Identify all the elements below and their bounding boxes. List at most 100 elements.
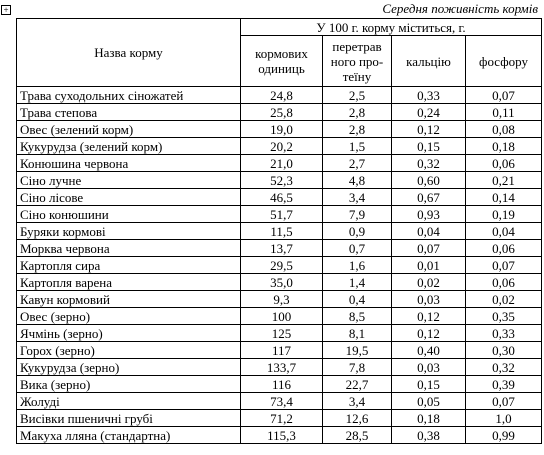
value-cell: 0,32: [391, 154, 466, 172]
column-header-line: одиниць: [258, 61, 305, 76]
feed-name: Буряки кормові: [16, 222, 241, 240]
column-header-line: перетрав: [332, 38, 382, 54]
feed-name: Ячмінь (зерно): [16, 324, 241, 342]
value-cell: 0,4: [322, 290, 392, 308]
value-cell: 133,7: [240, 358, 323, 376]
value-cell: 35,0: [240, 273, 323, 291]
value-cell: 125: [240, 324, 323, 342]
value-cell: 29,5: [240, 256, 323, 274]
feed-name: Картопля варена: [16, 273, 241, 291]
feed-name: Овес (зелений корм): [16, 120, 241, 138]
value-cell: 1,4: [322, 273, 392, 291]
feed-name: Кукурудза (зерно): [16, 358, 241, 376]
value-cell: 0,7: [322, 239, 392, 257]
value-cell: 0,06: [464, 239, 543, 257]
value-cell: 0,67: [391, 188, 466, 206]
feed-name: Кукурудза (зелений корм): [16, 137, 241, 155]
value-cell: 51,7: [240, 205, 323, 223]
value-cell: 0,24: [391, 103, 466, 121]
table-caption: Середня поживність кормів: [382, 1, 538, 16]
value-cell: 0,99: [464, 426, 543, 444]
value-cell: 0,19: [464, 205, 543, 223]
value-cell: 0,12: [391, 307, 466, 325]
value-cell: 2,7: [322, 154, 392, 172]
value-cell: 0,07: [464, 392, 543, 410]
value-cell: 0,15: [391, 137, 466, 155]
value-cell: 0,06: [464, 273, 543, 291]
value-cell: 1,6: [322, 256, 392, 274]
data-row: Кавун кормовий 9,3 0,4 0,03 0,02: [16, 290, 543, 308]
column-header-line: теїну: [342, 68, 372, 84]
value-cell: 1,5: [322, 137, 392, 155]
feed-name: Картопля сира: [16, 256, 241, 274]
data-row: Морква червона 13,7 0,7 0,07 0,06: [16, 239, 543, 257]
value-cell: 0,32: [464, 358, 543, 376]
value-cell: 0,04: [464, 222, 543, 240]
column-header: фосфору: [464, 35, 543, 87]
value-cell: 0,60: [391, 171, 466, 189]
value-cell: 0,38: [391, 426, 466, 444]
value-cell: 0,11: [464, 103, 543, 121]
value-cell: 0,03: [391, 290, 466, 308]
feed-name: Горох (зерно): [16, 341, 241, 359]
value-cell: 52,3: [240, 171, 323, 189]
feed-name: Трава степова: [16, 103, 241, 121]
column-header-line: фосфору: [479, 53, 528, 69]
data-row: Вика (зерно) 116 22,7 0,15 0,39: [16, 375, 543, 393]
value-cell: 0,33: [391, 86, 466, 104]
value-cell: 24,8: [240, 86, 323, 104]
data-row: Горох (зерно) 117 19,5 0,40 0,30: [16, 341, 543, 359]
feed-name: Кавун кормовий: [16, 290, 241, 308]
value-cell: 0,21: [464, 171, 543, 189]
value-cell: 8,5: [322, 307, 392, 325]
value-cell: 7,8: [322, 358, 392, 376]
value-cell: 7,9: [322, 205, 392, 223]
value-cell: 20,2: [240, 137, 323, 155]
value-cell: 3,4: [322, 188, 392, 206]
data-row: Картопля варена 35,0 1,4 0,02 0,06: [16, 273, 543, 291]
value-cell: 117: [240, 341, 323, 359]
value-cell: 25,8: [240, 103, 323, 121]
column-header-line: кормових: [255, 46, 308, 61]
value-cell: 0,07: [464, 256, 543, 274]
data-row: Жолуді 73,4 3,4 0,05 0,07: [16, 392, 543, 410]
feed-name: Висівки пшеничні грубі: [16, 409, 241, 427]
value-cell: 12,6: [322, 409, 392, 427]
data-row: Висівки пшеничні грубі 71,2 12,6 0,18 1,0: [16, 409, 543, 427]
table-body: Трава суходольних сіножатей 24,8 2,5 0,33 0,…: [16, 86, 543, 444]
value-cell: 0,93: [391, 205, 466, 223]
data-row: Сіно лісове 46,5 3,4 0,67 0,14: [16, 188, 543, 206]
feed-name: Морква червона: [16, 239, 241, 257]
value-cell: 0,12: [391, 324, 466, 342]
data-row: Сіно конюшини 51,7 7,9 0,93 0,19: [16, 205, 543, 223]
feed-name: Сіно лучне: [16, 171, 241, 189]
value-cell: 0,04: [391, 222, 466, 240]
value-cell: 116: [240, 375, 323, 393]
group-header: У 100 г. корму міститься, г.: [239, 18, 543, 36]
column-header: кормових одиниць: [240, 35, 323, 87]
data-row: Трава степова 25,8 2,8 0,24 0,11: [16, 103, 543, 121]
value-cell: 0,15: [391, 375, 466, 393]
value-cell: 19,5: [322, 341, 392, 359]
value-cell: 28,5: [322, 426, 392, 444]
data-row: Картопля сира 29,5 1,6 0,01 0,07: [16, 256, 543, 274]
data-row: Конюшина червона 21,0 2,7 0,32 0,06: [16, 154, 543, 172]
feed-name: Сіно конюшини: [16, 205, 241, 223]
value-cell: 21,0: [240, 154, 323, 172]
value-cell: 2,5: [322, 86, 392, 104]
value-cell: 9,3: [240, 290, 323, 308]
value-cell: 115,3: [240, 426, 323, 444]
value-cell: 0,39: [464, 375, 543, 393]
value-cell: 0,02: [391, 273, 466, 291]
subheader-row: кормових одиниць перетрав ного про-теїну кал…: [17, 35, 543, 87]
data-row: Ячмінь (зерно) 125 8,1 0,12 0,33: [16, 324, 543, 342]
value-cell: 46,5: [240, 188, 323, 206]
table-move-handle[interactable]: +: [1, 5, 11, 15]
data-row: Кукурудза (зелений корм) 20,2 1,5 0,15 0,18: [16, 137, 543, 155]
value-cell: 3,4: [322, 392, 392, 410]
value-cell: 0,07: [391, 239, 466, 257]
feed-name: Сіно лісове: [16, 188, 241, 206]
value-cell: 0,01: [391, 256, 466, 274]
value-cell: 0,07: [464, 86, 543, 104]
value-cell: 8,1: [322, 324, 392, 342]
